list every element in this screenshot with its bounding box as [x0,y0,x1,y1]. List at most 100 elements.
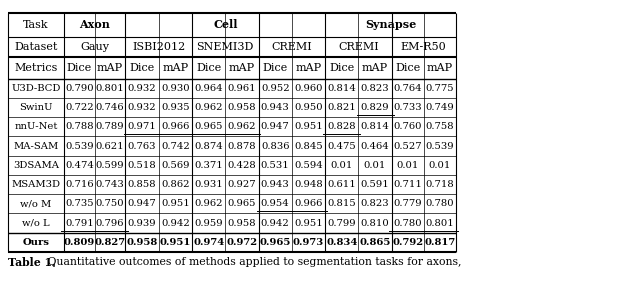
Text: Dataset: Dataset [14,42,58,52]
Text: 0.733: 0.733 [394,103,422,112]
Text: 0.960: 0.960 [294,84,323,93]
Text: 0.947: 0.947 [128,199,156,208]
Text: mAP: mAP [362,63,388,73]
Text: ISBI2012: ISBI2012 [132,42,186,52]
Text: mAP: mAP [229,63,255,73]
Text: MA-SAM: MA-SAM [13,142,58,151]
Text: 0.742: 0.742 [161,142,189,151]
Text: 0.464: 0.464 [361,142,389,151]
Text: 0.539: 0.539 [65,142,93,151]
Text: Quantitative outcomes of methods applied to segmentation tasks for axons,: Quantitative outcomes of methods applied… [44,257,461,267]
Text: 0.927: 0.927 [228,180,256,189]
Text: Dice: Dice [129,63,155,73]
Text: 0.951: 0.951 [294,122,323,131]
Text: Axon: Axon [79,19,110,30]
Text: 0.722: 0.722 [65,103,93,112]
Text: CREMI: CREMI [271,42,312,52]
Text: EM-R50: EM-R50 [401,42,447,52]
Text: 0.814: 0.814 [360,122,390,131]
Text: 0.931: 0.931 [195,180,223,189]
Text: 0.836: 0.836 [261,142,289,151]
Text: 0.527: 0.527 [394,142,422,151]
Text: 0.539: 0.539 [426,142,454,151]
Text: Dice: Dice [262,63,288,73]
Text: 0.788: 0.788 [65,122,93,131]
Text: 0.974: 0.974 [193,238,224,247]
Text: 0.01: 0.01 [364,161,386,170]
Text: 0.569: 0.569 [161,161,189,170]
Text: w/o L: w/o L [22,218,50,228]
Text: 0.796: 0.796 [96,218,124,228]
Text: 0.809: 0.809 [64,238,95,247]
Text: 0.962: 0.962 [195,199,223,208]
Text: 0.971: 0.971 [128,122,156,131]
Text: 0.973: 0.973 [293,238,324,247]
Text: 0.951: 0.951 [159,238,191,247]
Text: 0.814: 0.814 [327,84,356,93]
Text: 0.821: 0.821 [328,103,356,112]
Text: Metrics: Metrics [14,63,58,73]
Text: 0.961: 0.961 [228,84,256,93]
Text: 0.958: 0.958 [127,238,157,247]
Text: 0.965: 0.965 [195,122,223,131]
Text: 0.01: 0.01 [331,161,353,170]
Text: SwinU: SwinU [19,103,52,112]
Text: 0.789: 0.789 [96,122,124,131]
Text: 0.779: 0.779 [394,199,422,208]
Text: 0.371: 0.371 [195,161,223,170]
Text: U3D-BCD: U3D-BCD [11,84,61,93]
Text: 0.801: 0.801 [96,84,124,93]
Text: 0.972: 0.972 [227,238,257,247]
Text: 0.718: 0.718 [426,180,454,189]
Text: 0.594: 0.594 [294,161,323,170]
Text: 0.935: 0.935 [161,103,189,112]
Text: 0.780: 0.780 [426,199,454,208]
Text: 0.942: 0.942 [261,218,289,228]
Text: 0.711: 0.711 [393,180,422,189]
Text: 0.792: 0.792 [392,238,423,247]
Text: 0.965: 0.965 [259,238,291,247]
Text: Cell: Cell [213,19,237,30]
Text: 0.966: 0.966 [161,122,189,131]
Text: 0.951: 0.951 [294,218,323,228]
Text: 0.947: 0.947 [261,122,289,131]
Text: 0.964: 0.964 [195,84,223,93]
Text: 0.951: 0.951 [161,199,189,208]
Text: 0.591: 0.591 [361,180,389,189]
Text: 0.874: 0.874 [195,142,223,151]
Text: 0.815: 0.815 [328,199,356,208]
Text: 0.958: 0.958 [228,103,256,112]
Text: SNEMI3D: SNEMI3D [196,42,254,52]
Text: 0.834: 0.834 [326,238,358,247]
Text: 0.775: 0.775 [426,84,454,93]
Text: 0.791: 0.791 [65,218,93,228]
Text: 0.817: 0.817 [424,238,455,247]
Text: Dice: Dice [395,63,420,73]
Text: Table 1.: Table 1. [8,257,56,267]
Text: 0.943: 0.943 [261,180,289,189]
Text: 0.954: 0.954 [261,199,289,208]
Text: 0.716: 0.716 [65,180,93,189]
Text: 0.943: 0.943 [261,103,289,112]
Text: 0.966: 0.966 [294,199,323,208]
Text: Task: Task [23,20,49,30]
Text: Dice: Dice [329,63,355,73]
Text: 0.865: 0.865 [359,238,391,247]
Text: 0.611: 0.611 [328,180,356,189]
Text: 0.823: 0.823 [361,199,389,208]
Text: 0.780: 0.780 [394,218,422,228]
Text: 0.750: 0.750 [96,199,124,208]
Text: 0.531: 0.531 [261,161,289,170]
Text: 0.743: 0.743 [96,180,124,189]
Text: 0.599: 0.599 [96,161,124,170]
Text: 0.827: 0.827 [95,238,125,247]
Text: 3DSAMA: 3DSAMA [13,161,59,170]
Text: 0.932: 0.932 [128,103,156,112]
Text: 0.746: 0.746 [96,103,124,112]
Text: 0.948: 0.948 [294,180,323,189]
Text: Ours: Ours [22,238,49,247]
Text: Dice: Dice [67,63,92,73]
Text: 0.959: 0.959 [195,218,223,228]
Text: w/o M: w/o M [20,199,51,208]
Text: 0.962: 0.962 [228,122,256,131]
